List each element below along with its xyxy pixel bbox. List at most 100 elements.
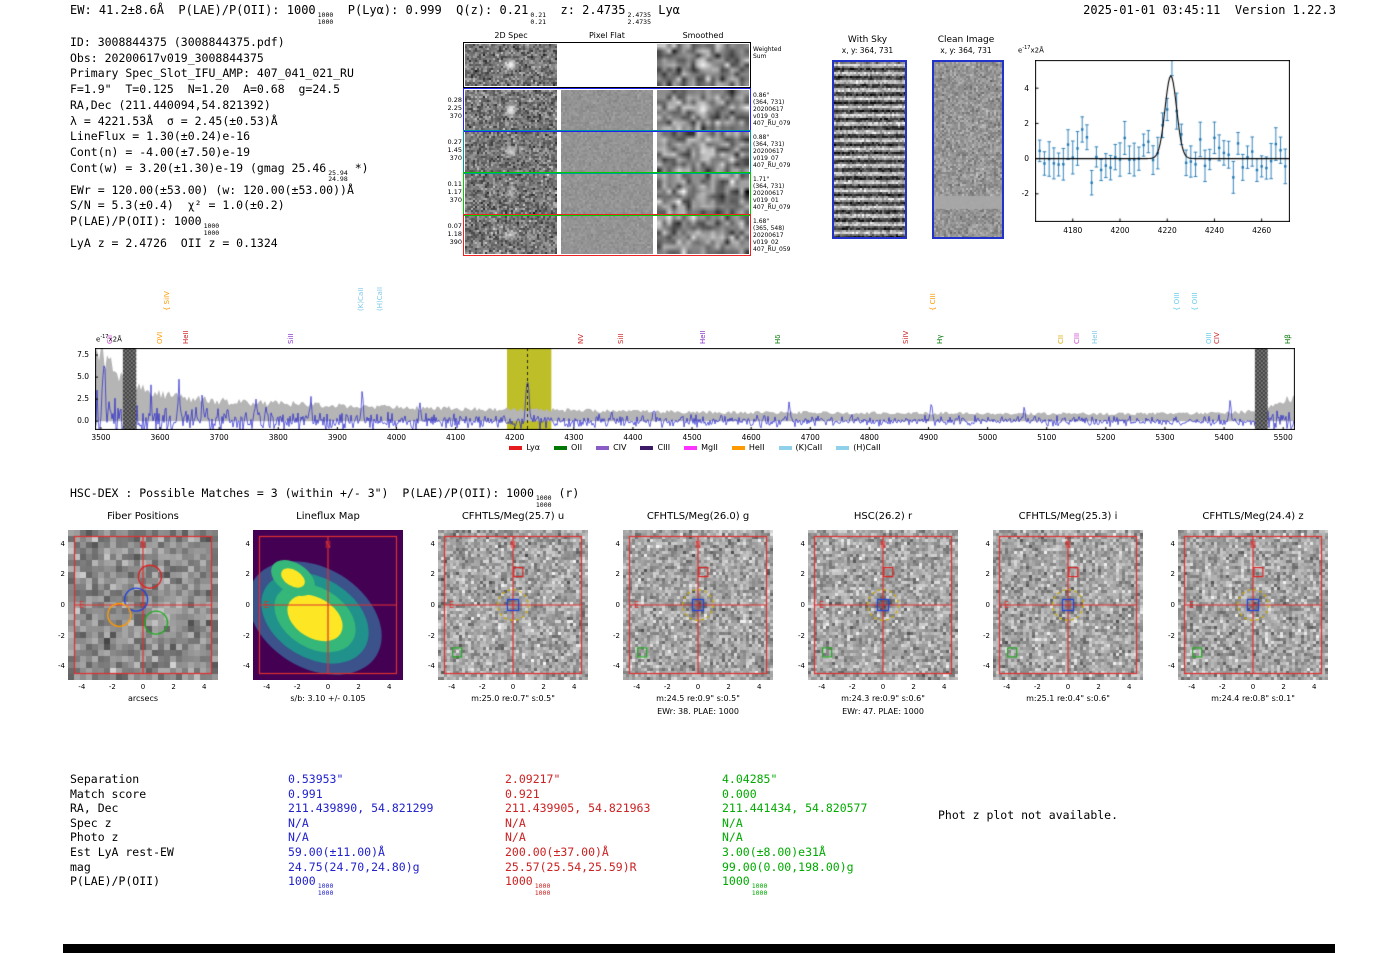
- legend-label: CIII: [657, 443, 671, 452]
- emission-line-label: HeII: [698, 330, 707, 344]
- spec2d-row-left-labels: 0.27 1.45 370: [434, 138, 462, 162]
- x-tick-label: 4: [756, 683, 762, 691]
- legend-item: CIII: [640, 443, 670, 452]
- x-tick-label: 4300: [564, 433, 584, 442]
- y-tick-label: 4: [800, 539, 805, 548]
- y-tick-label: 2.5: [77, 394, 89, 404]
- legend-swatch: [596, 445, 610, 450]
- text-segment: Lyα: [651, 3, 680, 17]
- spec2d-right-value: 407_RU_059: [753, 246, 791, 253]
- x-tick-label: -4: [818, 683, 826, 691]
- spec2d-image: [657, 132, 749, 172]
- spec2d-left-value: 0.07: [447, 222, 462, 230]
- spec2d-image: [465, 174, 557, 214]
- x-tick-label: 2: [1281, 683, 1286, 691]
- x-tick-label: 5300: [1155, 433, 1175, 442]
- x-tick-label: 3800: [268, 433, 288, 442]
- fraction-numerator: 2.4735: [627, 11, 651, 19]
- y-tick-label: -4: [613, 662, 620, 671]
- spec2d-image: [561, 44, 653, 86]
- y-tick-label: 2: [615, 570, 620, 579]
- x-tick-label: 5100: [1037, 433, 1057, 442]
- match-table-cell: 0.991: [288, 786, 323, 801]
- legend-item: (H)CaII: [836, 443, 881, 452]
- spec2d-right-value: 1.68": [753, 218, 770, 225]
- y-tick-label: -4: [983, 662, 990, 671]
- text-segment: Obs: 20200617v019_3008844375: [70, 50, 264, 65]
- text-segment: S/N = 5.3(±0.4) χ² = 1.0(±0.2): [70, 198, 285, 213]
- fraction-denominator: 1000: [751, 888, 768, 897]
- legend-item: CIV: [596, 443, 626, 452]
- sky-panel-title: With Sky: [847, 35, 888, 45]
- spec2d-right-value: 1.71": [753, 176, 770, 183]
- legend-item: HeII: [731, 443, 765, 452]
- info-line: λ = 4221.53Å σ = 2.45(±0.53)Å: [70, 114, 369, 130]
- emission-line-label: (K)CaII: [357, 287, 365, 311]
- linefit-canvas: [1035, 60, 1290, 222]
- spec2d-right-value: 20200617: [753, 190, 784, 197]
- cutout-xlabel: arcsecs: [127, 694, 159, 703]
- fraction: 1000 1000: [204, 223, 220, 236]
- spec2d-right-value: 407_RU_079: [753, 120, 791, 127]
- x-tick-label: 0: [510, 683, 516, 691]
- match-table-row-label: Est LyA rest-EW: [70, 844, 174, 859]
- spec2d-left-value: 390: [449, 238, 462, 246]
- cutout-image: [438, 530, 588, 680]
- spec2d-right-value: 20200617: [753, 106, 784, 113]
- fraction-denominator: 24.98: [328, 175, 348, 184]
- cutout-xlabel: m:24.4 re:0.8" s:0.1": [1211, 694, 1295, 703]
- match-table-cell: N/A: [288, 830, 309, 845]
- sky-panel-image: [832, 60, 907, 239]
- emission-line-label: (H)CaII: [375, 286, 384, 311]
- y-tick-label: -4: [798, 662, 805, 671]
- legend-label: OII: [571, 443, 583, 452]
- match-table-cell: 4.04285": [722, 772, 778, 786]
- x-tick-label: 4: [201, 683, 207, 691]
- x-tick-label: -2: [293, 683, 301, 691]
- text-segment: LineFlux = 1.30(±0.24)e-16: [70, 129, 251, 144]
- detection-info-block: ID: 3008844375 (3008844375.pdf) Obs: 2020…: [70, 35, 369, 252]
- spec2d-column-title: Smoothed: [682, 31, 724, 40]
- x-tick-label: -4: [448, 683, 456, 691]
- spec2d-column-title: 2D Spec: [494, 31, 528, 40]
- spec2d-right-value: (364, 731): [753, 99, 785, 106]
- spec2d-right-value: 0.88": [753, 134, 770, 141]
- legend-swatch: [554, 445, 568, 450]
- spec2d-left-value: 0.27: [447, 138, 462, 146]
- x-tick-label: 4180: [1063, 226, 1083, 235]
- spectrum-canvas: [95, 348, 1295, 430]
- spec2d-row-left-labels: 0.28 2.25 370: [434, 96, 462, 120]
- legend-swatch: [731, 445, 745, 450]
- y-tick-label: 2: [1024, 118, 1029, 128]
- spec2d-row-right-labels: Weighted Sum: [753, 46, 801, 60]
- fraction-denominator: 1000: [317, 17, 334, 26]
- match-table-column: 2.09217" 0.921 211.439905, 54.821963 N/A N/A…: [505, 772, 650, 896]
- match-table-cell: 2.09217": [505, 772, 561, 786]
- legend-swatch: [778, 445, 792, 450]
- x-tick-label: 3700: [209, 433, 229, 442]
- match-table-row-label: Match score: [70, 786, 147, 801]
- header-summary: EW: 41.2±8.6Å P(LAE)/P(OII): 1000 1000 100…: [70, 3, 680, 25]
- info-line: S/N = 5.3(±0.4) χ² = 1.0(±0.2): [70, 198, 369, 214]
- spec2d-right-value: 20200617: [753, 232, 784, 239]
- match-table-row-label: Separation: [70, 772, 140, 786]
- spectrum-legend: Lyα OII CIV CIII MgII HeII (K)CaII (H)CaII: [95, 443, 1295, 452]
- text-segment: *): [347, 160, 369, 175]
- bottom-bar: [63, 944, 1335, 953]
- y-tick-label: 0: [615, 601, 620, 609]
- spec2d-left-value: 1.17: [447, 188, 462, 196]
- x-tick-label: 4260: [1252, 226, 1272, 235]
- cutout-image: [253, 530, 403, 680]
- cutout-image: [993, 530, 1143, 680]
- spec2d-right-value: 407_RU_079: [753, 204, 791, 211]
- emission-line-label: CIV: [1212, 332, 1221, 344]
- x-tick-label: 0: [1065, 683, 1071, 691]
- legend-label: MgII: [701, 443, 718, 452]
- x-tick-label: -4: [78, 683, 86, 691]
- fraction-denominator: 1000: [534, 888, 551, 897]
- spec2d-left-value: 370: [449, 196, 462, 204]
- info-line: LineFlux = 1.30(±0.24)e-16: [70, 129, 369, 145]
- spec2d-left-value: 1.18: [447, 230, 462, 238]
- cutout-xlabel: s/b: 3.10 +/- 0.105: [290, 694, 366, 703]
- cutout-ew-plae-label: EWr: 38. PLAE: 1000: [657, 707, 739, 716]
